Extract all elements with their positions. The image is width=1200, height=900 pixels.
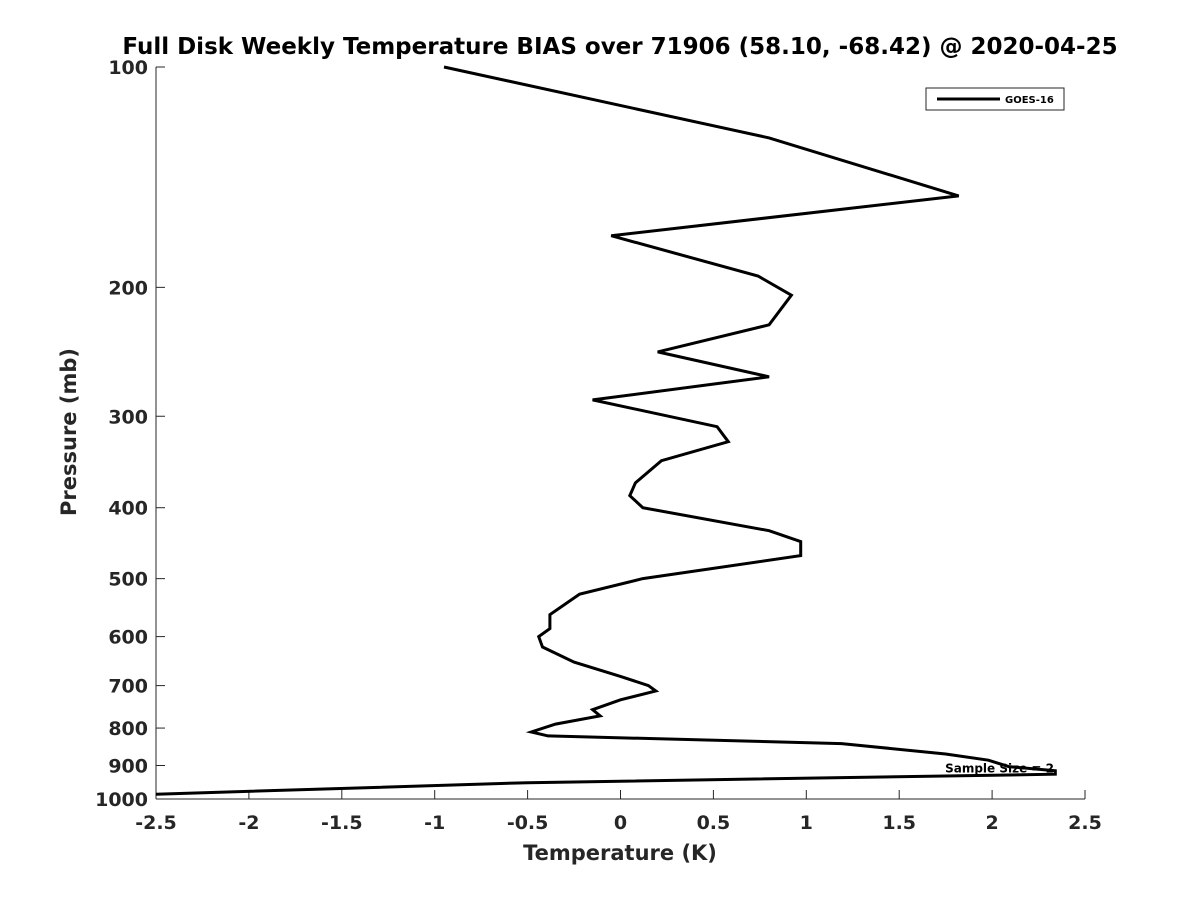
y-tick-label: 200 — [108, 277, 148, 299]
x-tick-label: 2 — [985, 812, 998, 834]
series-layer — [155, 65, 1057, 796]
y-tick-label: 400 — [108, 498, 148, 520]
x-tick-label: -2 — [238, 812, 259, 834]
y-tick-label: 800 — [108, 718, 148, 740]
x-axis-label: Temperature (K) — [523, 841, 717, 865]
y-tick-label: 300 — [108, 406, 148, 428]
x-tick-label: -2.5 — [135, 812, 177, 834]
y-tick-label: 700 — [108, 676, 148, 698]
y-tick-label: 500 — [108, 569, 148, 591]
y-axis-label: Pressure (mb) — [57, 348, 81, 516]
x-tick-label: 0.5 — [697, 812, 731, 834]
x-tick-label: 2.5 — [1068, 812, 1102, 834]
x-tick-label: 1 — [800, 812, 813, 834]
y-tick-label: 100 — [108, 57, 148, 79]
x-tick-label: 1.5 — [882, 812, 916, 834]
y-tick-label: 900 — [108, 756, 148, 778]
sample-size-annotation: Sample Size = 2 — [945, 761, 1054, 775]
y-tick-label: 1000 — [95, 789, 148, 811]
x-tick-label: 0 — [614, 812, 627, 834]
legend: GOES-16 — [925, 87, 1065, 111]
y-tick-label: 600 — [108, 627, 148, 649]
x-tick-label: -1.5 — [321, 812, 363, 834]
legend-label-goes-16: GOES-16 — [1005, 95, 1054, 106]
x-tick-label: -0.5 — [507, 812, 549, 834]
series-line-goes-16 — [155, 65, 1057, 796]
chart-title: Full Disk Weekly Temperature BIAS over 7… — [122, 34, 1117, 60]
x-tick-label: -1 — [424, 812, 445, 834]
axes: -2.5 -2 -1.5 -1 -0.5 0 0.5 1 1.5 2 2.5 100 200 300 400… — [95, 57, 1102, 834]
